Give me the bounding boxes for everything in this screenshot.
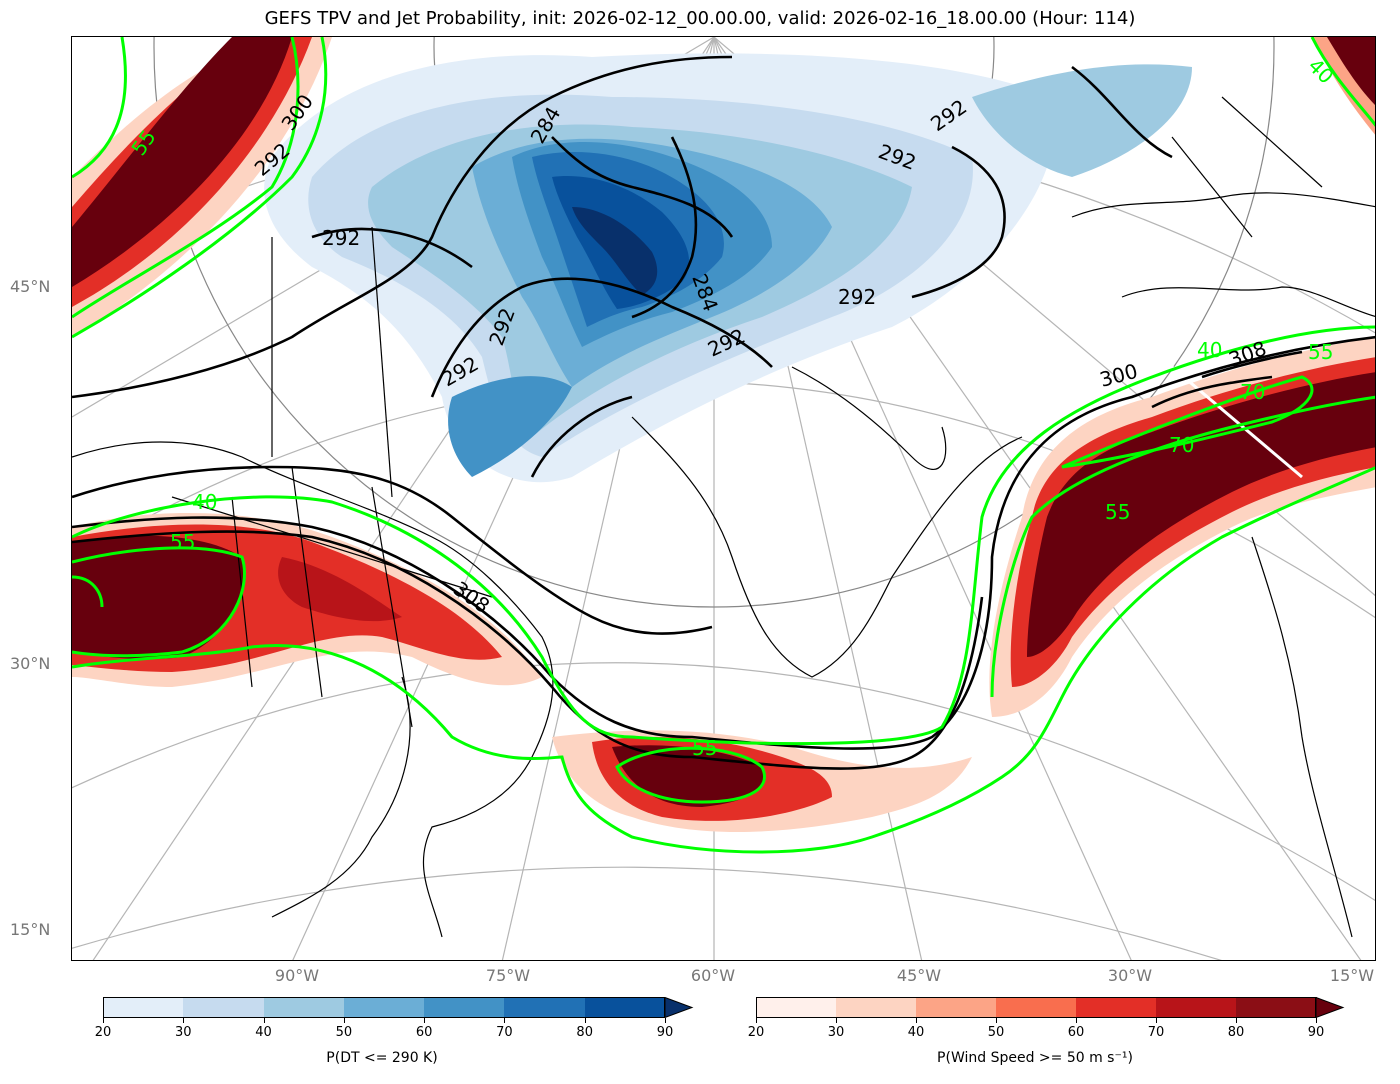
colorbar-tickmark	[183, 1018, 185, 1023]
colorbar-tickmark	[756, 1018, 757, 1023]
colorbar-segment	[183, 997, 265, 1018]
jet-probability-shading	[72, 37, 1375, 832]
jet-speed-contours	[72, 37, 1375, 854]
contour-label: 40	[192, 490, 217, 514]
colorbar-tick-label: 60	[1067, 1025, 1085, 1040]
colorbar-tickmark	[584, 1018, 586, 1023]
lon-label: 60°W	[690, 966, 736, 985]
tpv-colorbar: 20 30 40 50 60 70 80 90	[95, 997, 694, 1040]
dt-contours	[72, 55, 1375, 770]
lon-label: 75°W	[485, 966, 531, 985]
colorbar-extend-arrow	[1315, 997, 1345, 1018]
lat-label: 45°N	[10, 277, 51, 296]
colorbar-segment	[1236, 997, 1317, 1018]
colorbar-tick-label: 50	[335, 1025, 353, 1040]
contour-label: 70	[1240, 380, 1265, 404]
colorbar-tickmark	[1156, 1018, 1157, 1023]
colorbar-tick-label: 60	[415, 1025, 433, 1040]
contour-label: 40	[1197, 338, 1222, 362]
figure-title: GEFS TPV and Jet Probability, init: 2026…	[264, 8, 1136, 29]
colorbar-tick-label: 90	[656, 1025, 674, 1040]
colorbar-segment	[343, 997, 425, 1018]
colorbar-tick-label: 50	[987, 1025, 1005, 1040]
colorbar-extend-arrow	[664, 997, 694, 1018]
colorbar-segment	[756, 997, 837, 1018]
colorbar-tickmark	[836, 1018, 837, 1023]
colorbar-segment	[1156, 997, 1237, 1018]
colorbar-tick-label: 40	[255, 1025, 272, 1040]
colorbar-tick-label: 70	[1147, 1025, 1165, 1040]
colorbar-tickmark	[665, 1018, 666, 1023]
colorbar-tick-label: 20	[94, 1025, 112, 1040]
colorbar-outline	[756, 997, 1316, 1018]
contour-label: 70	[1169, 433, 1194, 457]
contour-label: 55	[170, 530, 195, 554]
contour-label: 55	[692, 736, 717, 760]
contour-label: 292	[322, 226, 360, 250]
contour-label: 55	[1308, 340, 1333, 364]
tpv-probability-shading	[264, 53, 1192, 483]
jet-colorbar: 20 30 40 50 60 70 80 90	[748, 997, 1345, 1040]
colorbar-tickmark	[1236, 1018, 1237, 1023]
contour-label: 300	[1097, 359, 1140, 392]
colorbar-segment	[424, 997, 505, 1018]
colorbar-tick-label: 80	[1227, 1025, 1245, 1040]
colorbar-segment	[584, 997, 666, 1018]
map-panel: 300 292 292 284 292 292 284 292 292 292 …	[71, 36, 1376, 961]
colorbar-segment	[836, 997, 917, 1018]
colorbar-tick-label: 20	[747, 1025, 765, 1040]
contour-label: 55	[1105, 500, 1130, 524]
colorbar-tickmark	[1316, 1018, 1317, 1023]
colorbar-tickmark	[263, 1018, 265, 1023]
colorbar-tick-label: 30	[827, 1025, 845, 1040]
colorbar-segment	[504, 997, 586, 1018]
lon-label: 90°W	[274, 966, 320, 985]
colorbar-tick-label: 70	[496, 1025, 513, 1040]
tpv-colorbar-label: P(DT <= 290 K)	[326, 1050, 438, 1066]
jet-colorbar-label: P(Wind Speed >= 50 m s⁻¹)	[937, 1050, 1133, 1066]
colorbar-tick-label: 30	[175, 1025, 192, 1040]
colorbar-segment	[1076, 997, 1157, 1018]
colorbar-tick-label: 90	[1307, 1025, 1325, 1040]
colorbar-tickmark	[996, 1018, 997, 1023]
colorbar-tickmark	[343, 1018, 345, 1023]
colorbar-segment	[916, 997, 997, 1018]
lat-label: 15°N	[10, 920, 51, 939]
colorbar-segment	[263, 997, 345, 1018]
colorbar-tickmark	[103, 1018, 104, 1023]
colorbar-outline	[103, 997, 665, 1018]
colorbar-tickmark	[1076, 1018, 1077, 1023]
colorbar-segment	[996, 997, 1077, 1018]
colorbar-tick-label: 40	[907, 1025, 925, 1040]
colorbar-tickmark	[424, 1018, 426, 1023]
map-canvas: 300 292 292 284 292 292 284 292 292 292 …	[72, 37, 1375, 960]
lon-label: 15°W	[1329, 966, 1375, 985]
lon-label: 30°W	[1107, 966, 1153, 985]
contour-label: 292	[838, 285, 876, 309]
colorbar-tickmark	[504, 1018, 506, 1023]
colorbar-tick-label: 80	[576, 1025, 593, 1040]
lat-label: 30°N	[10, 654, 51, 673]
lon-label: 45°W	[896, 966, 942, 985]
colorbar-segment	[103, 997, 184, 1018]
colorbar-tickmark	[916, 1018, 917, 1023]
